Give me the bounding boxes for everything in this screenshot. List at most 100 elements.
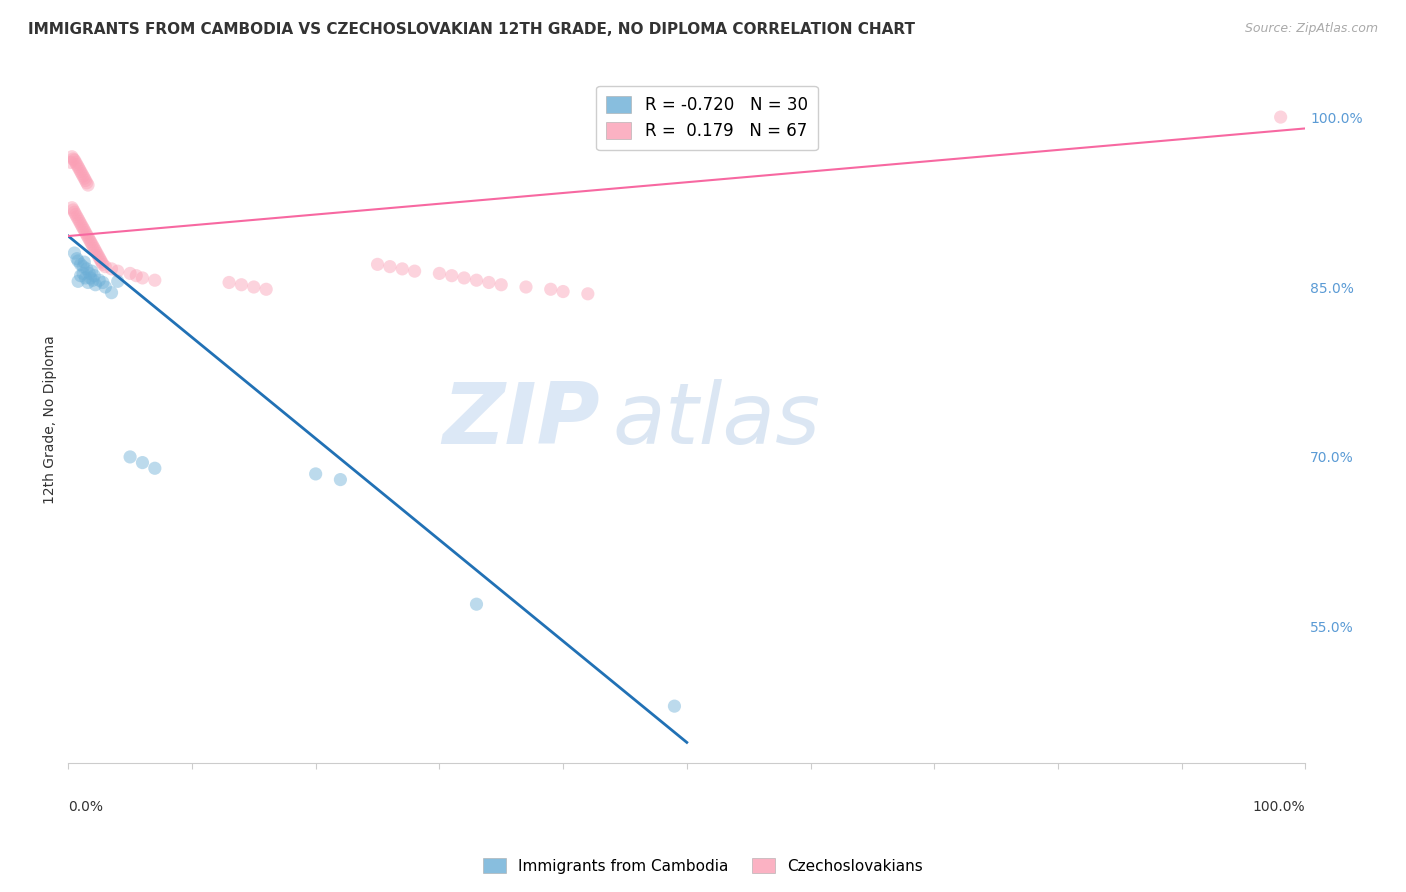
Point bbox=[66, 210, 89, 224]
Point bbox=[391, 261, 413, 276]
Point bbox=[63, 246, 86, 260]
Point bbox=[76, 176, 98, 190]
Point bbox=[77, 232, 100, 246]
Text: atlas: atlas bbox=[613, 378, 821, 462]
Point bbox=[86, 246, 108, 260]
Point bbox=[540, 282, 562, 296]
Point bbox=[62, 202, 84, 217]
Point bbox=[91, 257, 114, 271]
Point bbox=[378, 260, 401, 274]
Point bbox=[100, 285, 122, 300]
Point bbox=[94, 280, 117, 294]
Point bbox=[75, 173, 97, 187]
Point bbox=[59, 155, 82, 169]
Point bbox=[83, 268, 105, 283]
Point bbox=[65, 155, 87, 169]
Point bbox=[107, 264, 129, 278]
Point bbox=[82, 273, 104, 287]
Point bbox=[80, 236, 103, 251]
Point bbox=[84, 277, 107, 292]
Point bbox=[75, 271, 97, 285]
Text: Source: ZipAtlas.com: Source: ZipAtlas.com bbox=[1244, 22, 1378, 36]
Point bbox=[120, 267, 142, 281]
Point bbox=[453, 271, 475, 285]
Point bbox=[440, 268, 463, 283]
Point bbox=[70, 167, 93, 181]
Point bbox=[60, 150, 83, 164]
Point bbox=[69, 268, 91, 283]
Point bbox=[89, 273, 111, 287]
Point bbox=[67, 254, 90, 268]
Point bbox=[69, 164, 91, 178]
Point bbox=[69, 217, 91, 231]
Point bbox=[72, 267, 94, 281]
Point bbox=[218, 276, 240, 290]
Text: 100.0%: 100.0% bbox=[1253, 800, 1305, 814]
Y-axis label: 12th Grade, No Diploma: 12th Grade, No Diploma bbox=[44, 335, 58, 505]
Point bbox=[72, 221, 94, 235]
Text: ZIP: ZIP bbox=[443, 378, 600, 462]
Point bbox=[143, 461, 166, 475]
Point bbox=[143, 273, 166, 287]
Point bbox=[66, 158, 89, 172]
Point bbox=[80, 264, 103, 278]
Point bbox=[76, 261, 98, 276]
Point bbox=[465, 273, 488, 287]
Point bbox=[125, 268, 148, 283]
Point bbox=[67, 212, 90, 227]
Point bbox=[69, 257, 91, 271]
Point bbox=[305, 467, 328, 481]
Point bbox=[515, 280, 537, 294]
Point bbox=[367, 257, 389, 271]
Point bbox=[77, 230, 100, 244]
Text: 0.0%: 0.0% bbox=[69, 800, 103, 814]
Point bbox=[478, 276, 501, 290]
Point bbox=[94, 260, 117, 274]
Point bbox=[231, 277, 253, 292]
Point bbox=[551, 285, 574, 299]
Point bbox=[73, 171, 96, 186]
Point bbox=[91, 276, 114, 290]
Point bbox=[89, 252, 111, 267]
Point bbox=[87, 248, 110, 262]
Point bbox=[70, 219, 93, 233]
Point bbox=[63, 153, 86, 168]
Point bbox=[75, 226, 97, 240]
Point bbox=[63, 205, 86, 219]
Point bbox=[429, 267, 451, 281]
Point bbox=[73, 255, 96, 269]
Point bbox=[77, 178, 100, 192]
Point bbox=[77, 276, 100, 290]
Point bbox=[1270, 110, 1292, 124]
Point bbox=[131, 456, 153, 470]
Point bbox=[67, 160, 90, 174]
Point bbox=[76, 227, 98, 242]
Point bbox=[79, 235, 101, 249]
Point bbox=[60, 201, 83, 215]
Point bbox=[66, 252, 89, 266]
Point bbox=[120, 450, 142, 464]
Point bbox=[77, 267, 100, 281]
Point bbox=[404, 264, 426, 278]
Legend: R = -0.720   N = 30, R =  0.179   N = 67: R = -0.720 N = 30, R = 0.179 N = 67 bbox=[596, 86, 817, 151]
Point bbox=[243, 280, 266, 294]
Point bbox=[83, 242, 105, 256]
Point bbox=[89, 251, 111, 265]
Point bbox=[62, 152, 84, 166]
Point bbox=[465, 597, 488, 611]
Point bbox=[65, 207, 87, 221]
Point bbox=[79, 271, 101, 285]
Point bbox=[67, 214, 90, 228]
Point bbox=[664, 699, 686, 714]
Legend: Immigrants from Cambodia, Czechoslovakians: Immigrants from Cambodia, Czechoslovakia… bbox=[477, 852, 929, 880]
Point bbox=[100, 261, 122, 276]
Point bbox=[254, 282, 277, 296]
Point bbox=[131, 271, 153, 285]
Point bbox=[72, 169, 94, 183]
Point bbox=[72, 260, 94, 274]
Point bbox=[107, 274, 129, 288]
Text: IMMIGRANTS FROM CAMBODIA VS CZECHOSLOVAKIAN 12TH GRADE, NO DIPLOMA CORRELATION C: IMMIGRANTS FROM CAMBODIA VS CZECHOSLOVAK… bbox=[28, 22, 915, 37]
Point bbox=[489, 277, 512, 292]
Point bbox=[84, 244, 107, 258]
Point bbox=[73, 223, 96, 237]
